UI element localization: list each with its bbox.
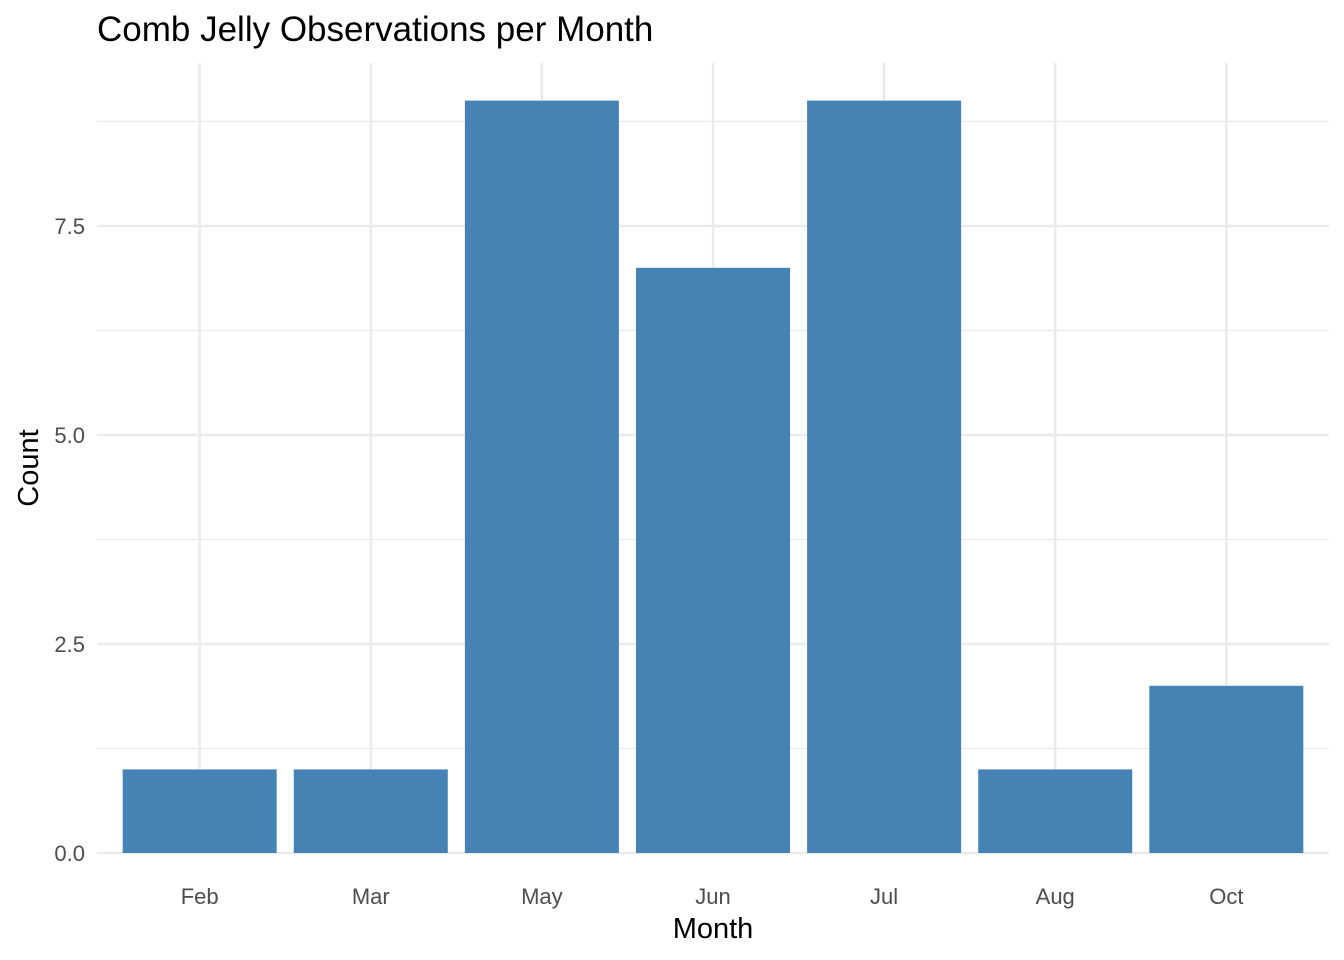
x-tick-label: May: [521, 884, 563, 909]
bar-mar: [293, 769, 448, 853]
y-tick-label: 2.5: [54, 632, 85, 657]
y-tick-label: 5.0: [54, 423, 85, 448]
y-tick-label: 7.5: [54, 214, 85, 239]
bar-jun: [636, 267, 790, 853]
bar-may: [464, 100, 619, 854]
x-tick-label: Feb: [181, 884, 219, 909]
x-tick-label: Jul: [870, 884, 898, 909]
bar-aug: [978, 769, 1133, 853]
x-axis-ticks: Feb Mar May Jun Jul Aug Oct: [181, 884, 1244, 909]
x-axis-title: Month: [673, 913, 754, 945]
x-tick-label: Oct: [1209, 884, 1243, 909]
x-tick-label: Mar: [352, 884, 390, 909]
chart-title: Comb Jelly Observations per Month: [97, 10, 653, 49]
x-tick-label: Aug: [1036, 884, 1075, 909]
bar-jul: [807, 100, 962, 854]
x-tick-label: Jun: [695, 884, 730, 909]
bars: [122, 100, 1304, 854]
y-tick-label: 0.0: [54, 841, 85, 866]
bar-feb: [122, 769, 277, 853]
bar-oct: [1149, 685, 1304, 853]
y-axis-ticks: 0.0 2.5 5.0 7.5: [54, 214, 85, 866]
y-axis-title: Count: [13, 429, 45, 506]
